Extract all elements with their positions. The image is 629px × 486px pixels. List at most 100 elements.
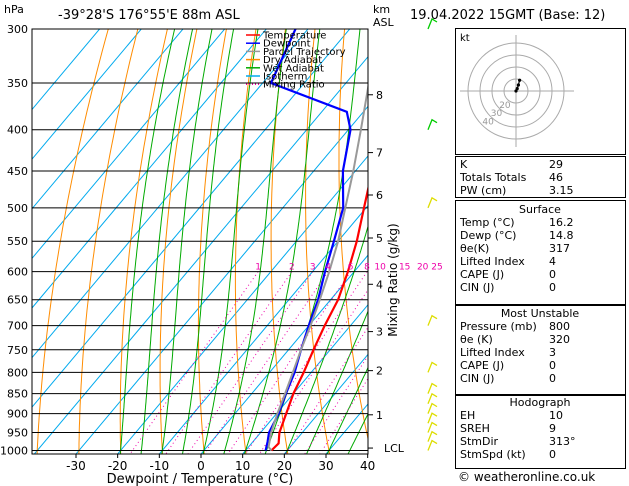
index-value: 0 [549,359,556,372]
hodograph-ring-label: 20 [499,101,511,111]
index-value: 0 [549,281,556,294]
hodograph-point [518,78,522,82]
index-label: K [460,158,468,171]
most-unstable-box [455,305,626,395]
pressure-tick-label: 750 [7,344,28,357]
mixing-ratio-label: 20 [417,263,429,273]
hodograph-indices-section: Hodograph EH 10 SREH 9 StmDir 313° StmSpd (kt)… [456,396,624,461]
km-tick-label: 4 [376,278,383,291]
isotherm-line [32,29,351,408]
index-value: 0 [549,372,556,385]
wet-adiabat-line [243,29,321,454]
indices-top: K 29 Totals Totals 46 PW (cm) 3.15 [456,158,624,197]
index-label: StmDir [460,435,499,448]
asl-unit: ASL [373,16,394,29]
footer-credit: © weatheronline.co.uk [458,470,596,484]
index-label: Pressure (mb) [460,320,537,333]
mixing-ratio-label: 10 [374,263,386,273]
wet-adiabat-line [264,29,361,454]
pressure-tick-label: 500 [7,202,28,215]
index-value: 14.8 [549,229,574,242]
wet-adiabat-line [285,224,368,454]
mixing-ratio-label: 4 [325,263,331,273]
mixing-ratio-label: 15 [399,263,410,273]
legend-label: Dewpoint [263,39,311,50]
isotherm-line [32,29,267,309]
index-row: SREH 9 [456,422,624,435]
km-tick-label: 3 [376,326,383,339]
hodograph-ring-label: 40 [482,118,494,128]
pressure-unit: hPa [4,3,24,16]
wind-barb [427,412,438,424]
wind-barb [427,402,438,414]
isotherm-line [32,29,142,160]
wet-adiabat-line [161,29,213,454]
wind-barb [427,361,438,373]
km-unit: km [373,3,391,16]
mixing-ratio-line [203,271,329,454]
wet-adiabat-line [347,412,368,454]
mixing-ratio-label: 25 [431,263,442,273]
index-value: 317 [549,242,570,255]
surface-section: Surface Temp (°C) 16.2 Dewp (°C) 14.8 θe(K) 3… [456,203,624,294]
index-value: 29 [549,158,563,171]
pressure-tick-label: 900 [7,408,28,421]
isotherm-line [32,29,309,359]
index-label: PW (cm) [460,184,507,197]
hodograph-unit: kt [460,33,470,44]
mixing-ratio-line [129,271,259,454]
isotherm-line [116,155,368,454]
km-tick-label: 6 [376,189,383,202]
pressure-tick-label: 650 [7,294,28,307]
legend-label: Wet Adiabat [263,63,324,74]
hodograph-point [515,87,519,91]
index-value: 16.2 [549,216,574,229]
datetime-title: 19.04.2022 15GMT (Base: 12) [410,8,606,23]
pressure-tick-label: 1000 [0,445,28,458]
index-value: 46 [549,171,563,184]
dry-adiabat-line [403,17,455,454]
index-label: CIN (J) [460,372,495,385]
index-value: 320 [549,333,570,346]
plot-frame [31,28,369,455]
pressure-tick-label: 950 [7,427,28,440]
index-label: CAPE (J) [460,359,505,372]
mixing-ratio-label: 1 [255,263,261,273]
index-value: 3 [549,346,556,359]
index-row: θe(K) 317 [456,242,624,255]
wind-barb [427,18,438,30]
temp-tick-label: -10 [150,459,170,473]
temp-tick-label: 10 [235,459,250,473]
hodograph-point [514,89,518,93]
hodograph-ring-label: 30 [491,109,503,119]
wet-adiabat-line [140,29,194,454]
index-label: θe (K) [460,333,493,346]
pressure-tick-label: 550 [7,235,28,248]
wind-barb [427,314,438,326]
mixing-ratio-line [187,271,314,454]
most-unstable-title: Most Unstable [500,307,580,320]
wet-adiabat-line [119,29,176,454]
temp-tick-label: 20 [277,459,292,473]
profile-parcel-trajectory [267,82,368,452]
index-row: Temp (°C) 16.2 [456,216,624,229]
pressure-tick-label: 700 [7,320,28,333]
location-title: -39°28'S 176°55'E 88m ASL [58,8,240,23]
index-row: Dewp (°C) 14.8 [456,229,624,242]
surface-box [455,200,626,305]
wind-barb [427,118,438,130]
wind-barb [427,196,438,209]
mixing-ratio-line [304,354,368,454]
isotherm-line [75,105,368,454]
mixing-ratio-label: 6 [348,263,354,273]
isotherm-line [33,55,368,454]
index-value: 10 [549,409,563,422]
index-row: Lifted Index 4 [456,255,624,268]
wind-barb [427,439,438,451]
wind-barb [427,421,438,433]
index-row: CAPE (J) 0 [456,359,624,372]
wet-adiabat-line [181,29,235,454]
isotherm-line [32,29,101,111]
